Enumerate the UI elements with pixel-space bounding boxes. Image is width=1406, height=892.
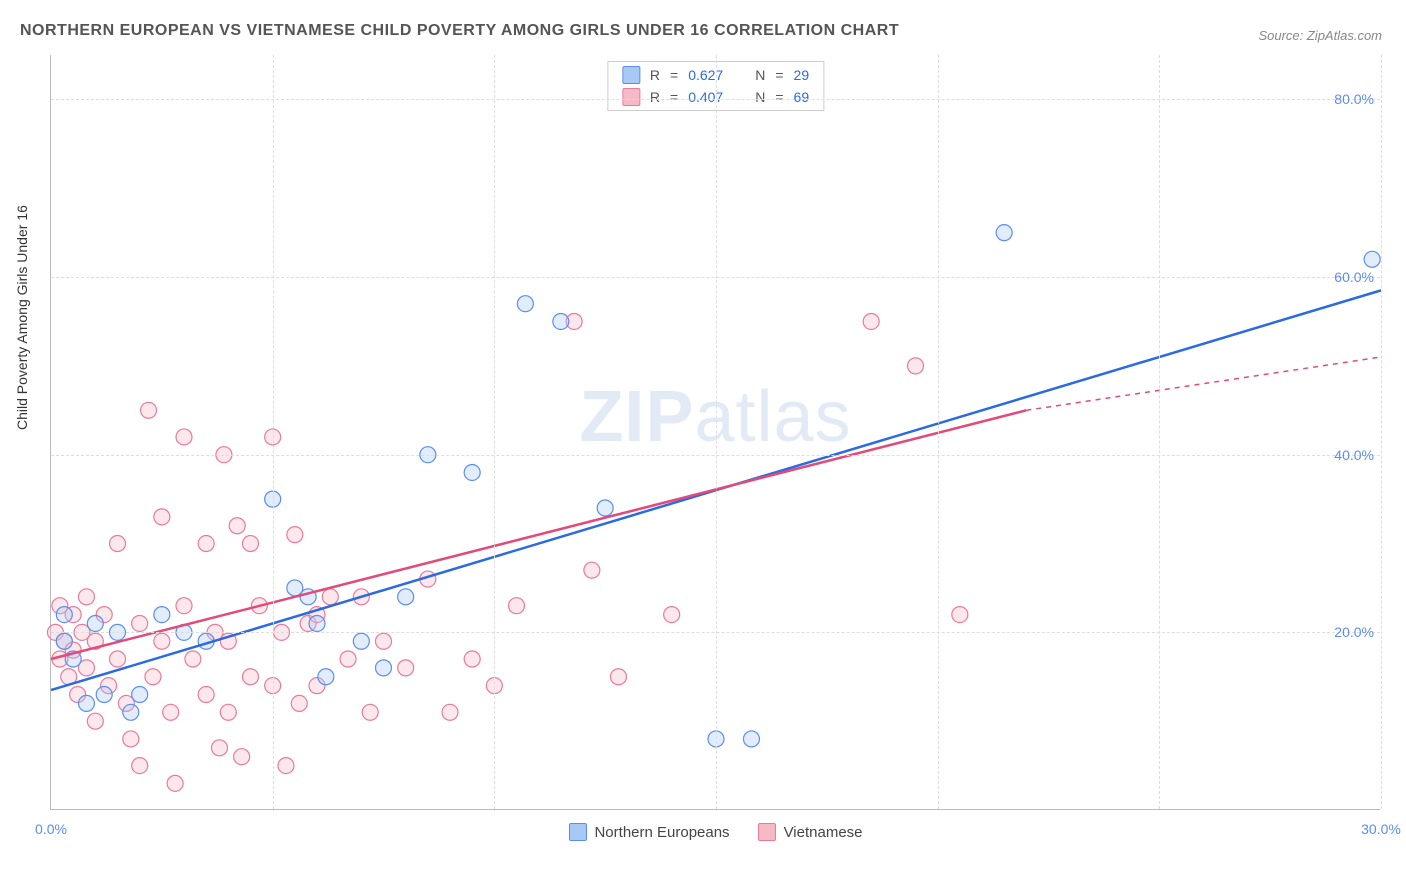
x-gridline xyxy=(1159,55,1160,809)
x-gridline xyxy=(1381,55,1382,809)
x-gridline xyxy=(273,55,274,809)
legend-item-series1: Northern Europeans xyxy=(568,823,729,841)
y-tick-label: 60.0% xyxy=(1334,269,1374,285)
legend-item-series2: Vietnamese xyxy=(758,823,863,841)
y-tick-label: 40.0% xyxy=(1334,447,1374,463)
x-gridline xyxy=(938,55,939,809)
legend-label-series1: Northern Europeans xyxy=(594,824,729,841)
x-gridline xyxy=(494,55,495,809)
legend-swatch-series2 xyxy=(758,823,776,841)
legend-label-series2: Vietnamese xyxy=(784,824,863,841)
source-attribution: Source: ZipAtlas.com xyxy=(1258,28,1382,43)
x-tick-label: 0.0% xyxy=(35,821,67,837)
y-tick-label: 20.0% xyxy=(1334,624,1374,640)
series-legend: Northern Europeans Vietnamese xyxy=(568,823,862,841)
x-tick-label: 30.0% xyxy=(1361,821,1401,837)
chart-title: NORTHERN EUROPEAN VS VIETNAMESE CHILD PO… xyxy=(20,22,899,40)
chart-plot-area: ZIPatlas R = 0.627 N = 29 R = 0.407 N = … xyxy=(50,55,1380,810)
x-gridline xyxy=(716,55,717,809)
legend-swatch-series1 xyxy=(568,823,586,841)
y-tick-label: 80.0% xyxy=(1334,91,1374,107)
y-axis-label: Child Poverty Among Girls Under 16 xyxy=(14,205,30,430)
